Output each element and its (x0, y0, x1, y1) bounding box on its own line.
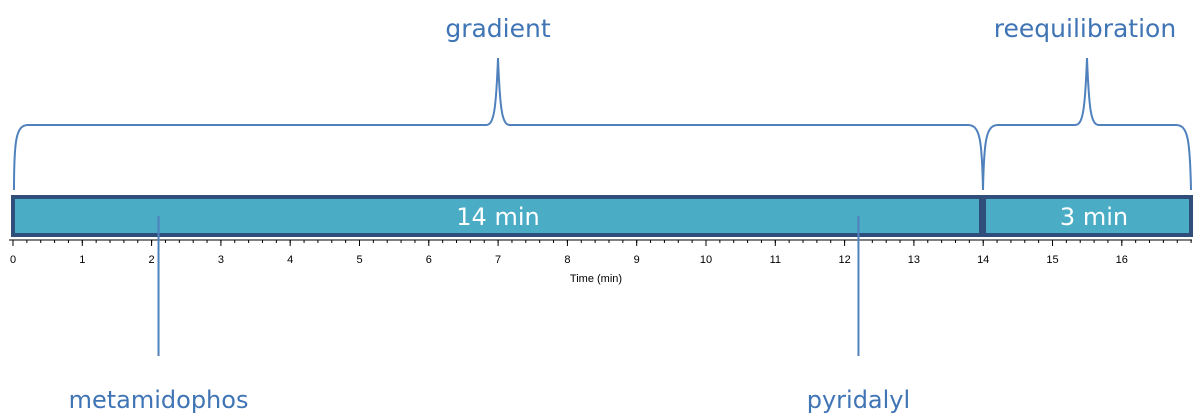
reequilibration-bar (982, 195, 1193, 237)
time-axis: 0 1 2 3 4 5 6 7 8 9 10 11 12 13 14 15 16 Time (min) (9, 239, 1192, 285)
axis-tick-label: 5 (356, 254, 362, 266)
axis-tick-label: 14 (977, 254, 989, 266)
axis-tick-label: 15 (1046, 254, 1058, 266)
axis-tick-label: 13 (908, 254, 920, 266)
axis-tick-label: 4 (287, 254, 293, 266)
compound-markers: metamidophos pyridalyl (69, 216, 910, 414)
axis-tick-label: 8 (564, 254, 570, 266)
metamidophos-label: metamidophos (69, 386, 249, 414)
axis-tick-labels: 0 1 2 3 4 5 6 7 8 9 10 11 12 13 14 15 16 (10, 254, 1128, 266)
gradient-duration-label: 14 min (456, 203, 539, 231)
axis-tick-label: 6 (426, 254, 432, 266)
axis-tick-label: 7 (495, 254, 501, 266)
axis-tick-label: 9 (634, 254, 640, 266)
axis-tick-label: 0 (10, 254, 16, 266)
reequilibration-label: reequilibration (994, 14, 1176, 43)
gradient-label: gradient (445, 14, 551, 43)
axis-tick-label: 3 (218, 254, 224, 266)
reequilibration-duration-label: 3 min (1060, 203, 1128, 231)
axis-major-ticks (12, 240, 1123, 246)
axis-tick-label: 16 (1116, 254, 1128, 266)
gradient-bar (11, 195, 983, 237)
pyridalyl-label: pyridalyl (807, 386, 910, 414)
axis-tick-label: 10 (700, 254, 712, 266)
reequilibration-brace (982, 57, 1192, 191)
axis-tick-label: 11 (770, 254, 781, 266)
axis-title: Time (min) (570, 273, 622, 285)
axis-tick-label: 1 (79, 254, 85, 266)
gradient-brace (13, 57, 984, 191)
axis-tick-label: 2 (149, 254, 155, 266)
axis-tick-label: 12 (838, 254, 850, 266)
